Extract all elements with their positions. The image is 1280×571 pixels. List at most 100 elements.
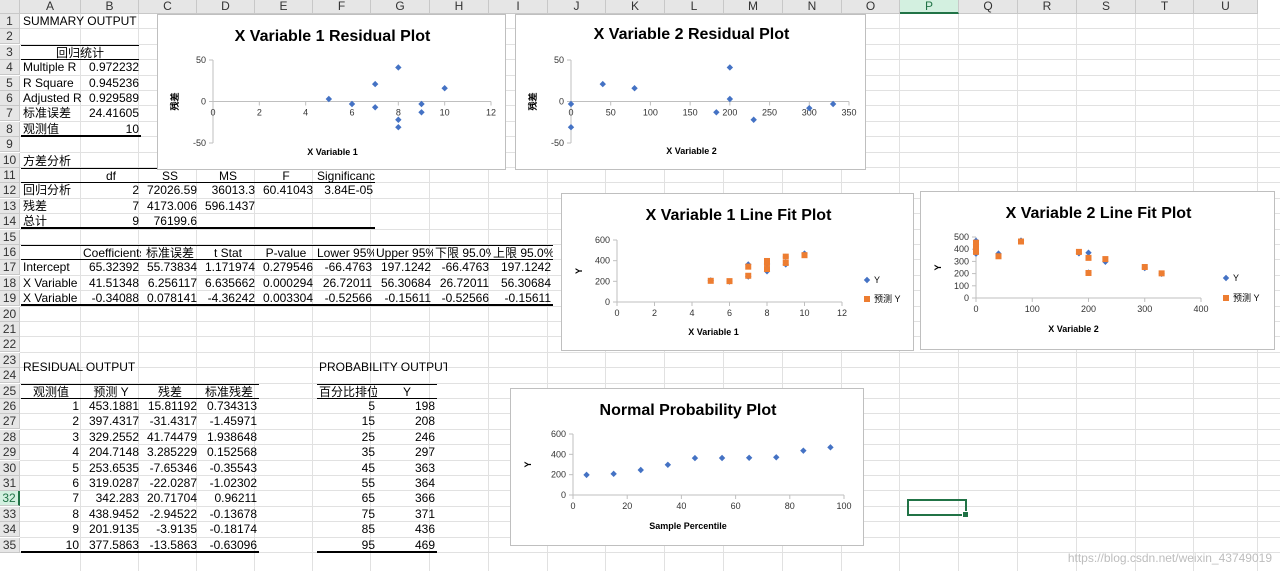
coef-cell[interactable]: 0.000294 xyxy=(262,275,313,290)
residual-cell[interactable]: -0.13678 xyxy=(209,506,257,521)
column-header-c[interactable]: C xyxy=(139,0,197,14)
row-header-33[interactable]: 33 xyxy=(0,506,20,522)
row-header-13[interactable]: 13 xyxy=(0,198,20,214)
probability-cell[interactable]: 371 xyxy=(414,506,435,521)
coef-header[interactable]: 上限 95.0% xyxy=(491,245,553,260)
row-header-15[interactable]: 15 xyxy=(0,229,20,245)
row-header-6[interactable]: 6 xyxy=(0,91,20,106)
stat-value[interactable]: 10 xyxy=(81,122,141,137)
residual-cell[interactable]: -1.02302 xyxy=(209,476,257,490)
probability-cell[interactable]: 5 xyxy=(368,399,375,413)
anova-row-label[interactable]: 总计 xyxy=(21,214,81,230)
row-header-30[interactable]: 30 xyxy=(0,460,20,476)
anova-row-label[interactable]: 回归分析 xyxy=(23,183,72,198)
anova-cell-sig[interactable]: 3.84E-05 xyxy=(324,183,373,198)
coef-row-label[interactable]: X Variable xyxy=(23,275,78,290)
stat-label[interactable]: Multiple R xyxy=(23,60,77,75)
probability-cell[interactable]: 366 xyxy=(414,491,435,506)
coef-header[interactable]: Coefficients xyxy=(81,245,141,260)
coef-cell[interactable]: 1.171974 xyxy=(204,260,255,275)
row-header-1[interactable]: 1 xyxy=(0,14,20,29)
residual-cell[interactable]: -7.65346 xyxy=(149,460,197,475)
column-header-o[interactable]: O xyxy=(842,0,900,14)
probability-cell[interactable]: 15 xyxy=(361,414,375,429)
probability-cell[interactable]: 297 xyxy=(414,445,435,460)
row-header-11[interactable]: 11 xyxy=(0,168,20,183)
probability-title[interactable]: PROBABILITY OUTPUT xyxy=(319,360,447,374)
anova-cell-ss[interactable]: 4173.006 xyxy=(146,198,197,213)
residual-cell[interactable]: 5 xyxy=(72,460,79,475)
residual-cell[interactable]: 397.4317 xyxy=(88,414,139,429)
residual-cell[interactable]: 0.152568 xyxy=(206,445,257,460)
column-header-j[interactable]: J xyxy=(548,0,606,14)
residual-cell[interactable]: -31.4317 xyxy=(149,414,197,429)
anova-cell-f[interactable]: 60.41043 xyxy=(262,183,313,198)
row-header-20[interactable]: 20 xyxy=(0,306,20,322)
probability-cell[interactable]: 246 xyxy=(414,429,435,444)
residual-cell[interactable]: 453.1881 xyxy=(88,399,139,413)
coef-header[interactable]: 标准误差 xyxy=(141,245,199,260)
coef-header[interactable]: Upper 95% xyxy=(374,245,433,260)
residual-cell[interactable]: -3.9135 xyxy=(156,522,197,537)
residual-plot-x1[interactable]: X Variable 1 Residual Plot -50 0 50 0 2 4 6 8 10 1… xyxy=(157,14,506,170)
column-header-b[interactable]: B xyxy=(81,0,139,14)
row-header-34[interactable]: 34 xyxy=(0,522,20,538)
residual-cell[interactable]: -0.18174 xyxy=(209,522,257,537)
residual-cell[interactable]: -0.35543 xyxy=(209,460,257,475)
column-header-p[interactable]: P xyxy=(900,0,959,14)
residual-cell[interactable]: 329.2552 xyxy=(88,429,139,444)
residual-cell[interactable]: 377.5863 xyxy=(81,538,141,553)
probability-cell[interactable]: 95 xyxy=(317,538,377,553)
column-header-m[interactable]: M xyxy=(724,0,783,14)
column-header-t[interactable]: T xyxy=(1136,0,1194,14)
coef-cell[interactable]: 26.72011 xyxy=(322,275,372,290)
column-header-n[interactable]: N xyxy=(783,0,842,14)
coef-cell[interactable]: 65.32392 xyxy=(88,260,139,275)
residual-cell[interactable]: 0.96211 xyxy=(214,491,258,506)
anova-row-label[interactable]: 残差 xyxy=(23,198,48,213)
residual-cell[interactable]: -0.63096 xyxy=(199,538,259,553)
anova-cell-ms[interactable] xyxy=(199,214,257,230)
row-header-12[interactable]: 12 xyxy=(0,183,20,199)
row-header-32[interactable]: 32 xyxy=(0,491,20,507)
residual-cell[interactable]: -22.0287 xyxy=(149,476,197,490)
probability-header[interactable]: 百分比排位 xyxy=(317,383,377,399)
coef-cell[interactable]: -0.52566 xyxy=(315,291,374,307)
line-fit-plot-x2[interactable]: X Variable 2 Line Fit Plot 0 100 200 300 400 5… xyxy=(920,191,1275,350)
column-header-i[interactable]: I xyxy=(489,0,548,14)
residual-cell[interactable]: -2.94522 xyxy=(149,506,197,521)
stat-value[interactable]: 0.972232 xyxy=(88,60,139,75)
probability-cell[interactable]: 364 xyxy=(414,476,435,490)
probability-cell[interactable]: 85 xyxy=(361,522,375,537)
residual-cell[interactable]: 41.74479 xyxy=(146,429,197,444)
row-header-27[interactable]: 27 xyxy=(0,414,20,430)
row-header-18[interactable]: 18 xyxy=(0,275,20,291)
probability-cell[interactable]: 75 xyxy=(361,506,375,521)
coef-header-blank[interactable] xyxy=(21,245,81,260)
residual-cell[interactable]: 10 xyxy=(21,538,81,553)
row-header-31[interactable]: 31 xyxy=(0,476,20,491)
anova-cell-df[interactable]: 2 xyxy=(132,183,139,198)
probability-cell[interactable]: 45 xyxy=(361,460,375,475)
stat-value[interactable]: 24.41605 xyxy=(88,106,139,121)
column-header-q[interactable]: Q xyxy=(959,0,1018,14)
coef-header[interactable]: P-value xyxy=(257,245,315,260)
column-header-u[interactable]: U xyxy=(1194,0,1258,14)
coef-cell[interactable]: 6.635662 xyxy=(204,275,255,290)
coef-cell[interactable]: 197.1242 xyxy=(380,260,431,275)
row-header-5[interactable]: 5 xyxy=(0,75,20,91)
column-header-l[interactable]: L xyxy=(665,0,724,14)
coef-cell[interactable]: -0.15611 xyxy=(491,291,553,307)
probability-cell[interactable]: 469 xyxy=(377,538,437,553)
anova-cell-f[interactable] xyxy=(257,199,315,214)
residual-plot-x2[interactable]: X Variable 2 Residual Plot -50 0 50 0 50 100 15… xyxy=(515,14,866,170)
row-header-29[interactable]: 29 xyxy=(0,445,20,461)
coef-cell[interactable]: 55.73834 xyxy=(146,260,197,275)
anova-cell-df[interactable]: 7 xyxy=(132,198,139,213)
residual-cell[interactable]: 0.734313 xyxy=(206,399,257,413)
column-header-e[interactable]: E xyxy=(255,0,313,14)
row-header-22[interactable]: 22 xyxy=(0,337,20,353)
row-header-8[interactable]: 8 xyxy=(0,121,20,137)
row-header-4[interactable]: 4 xyxy=(0,60,20,76)
coef-cell[interactable]: 6.256117 xyxy=(147,275,197,290)
